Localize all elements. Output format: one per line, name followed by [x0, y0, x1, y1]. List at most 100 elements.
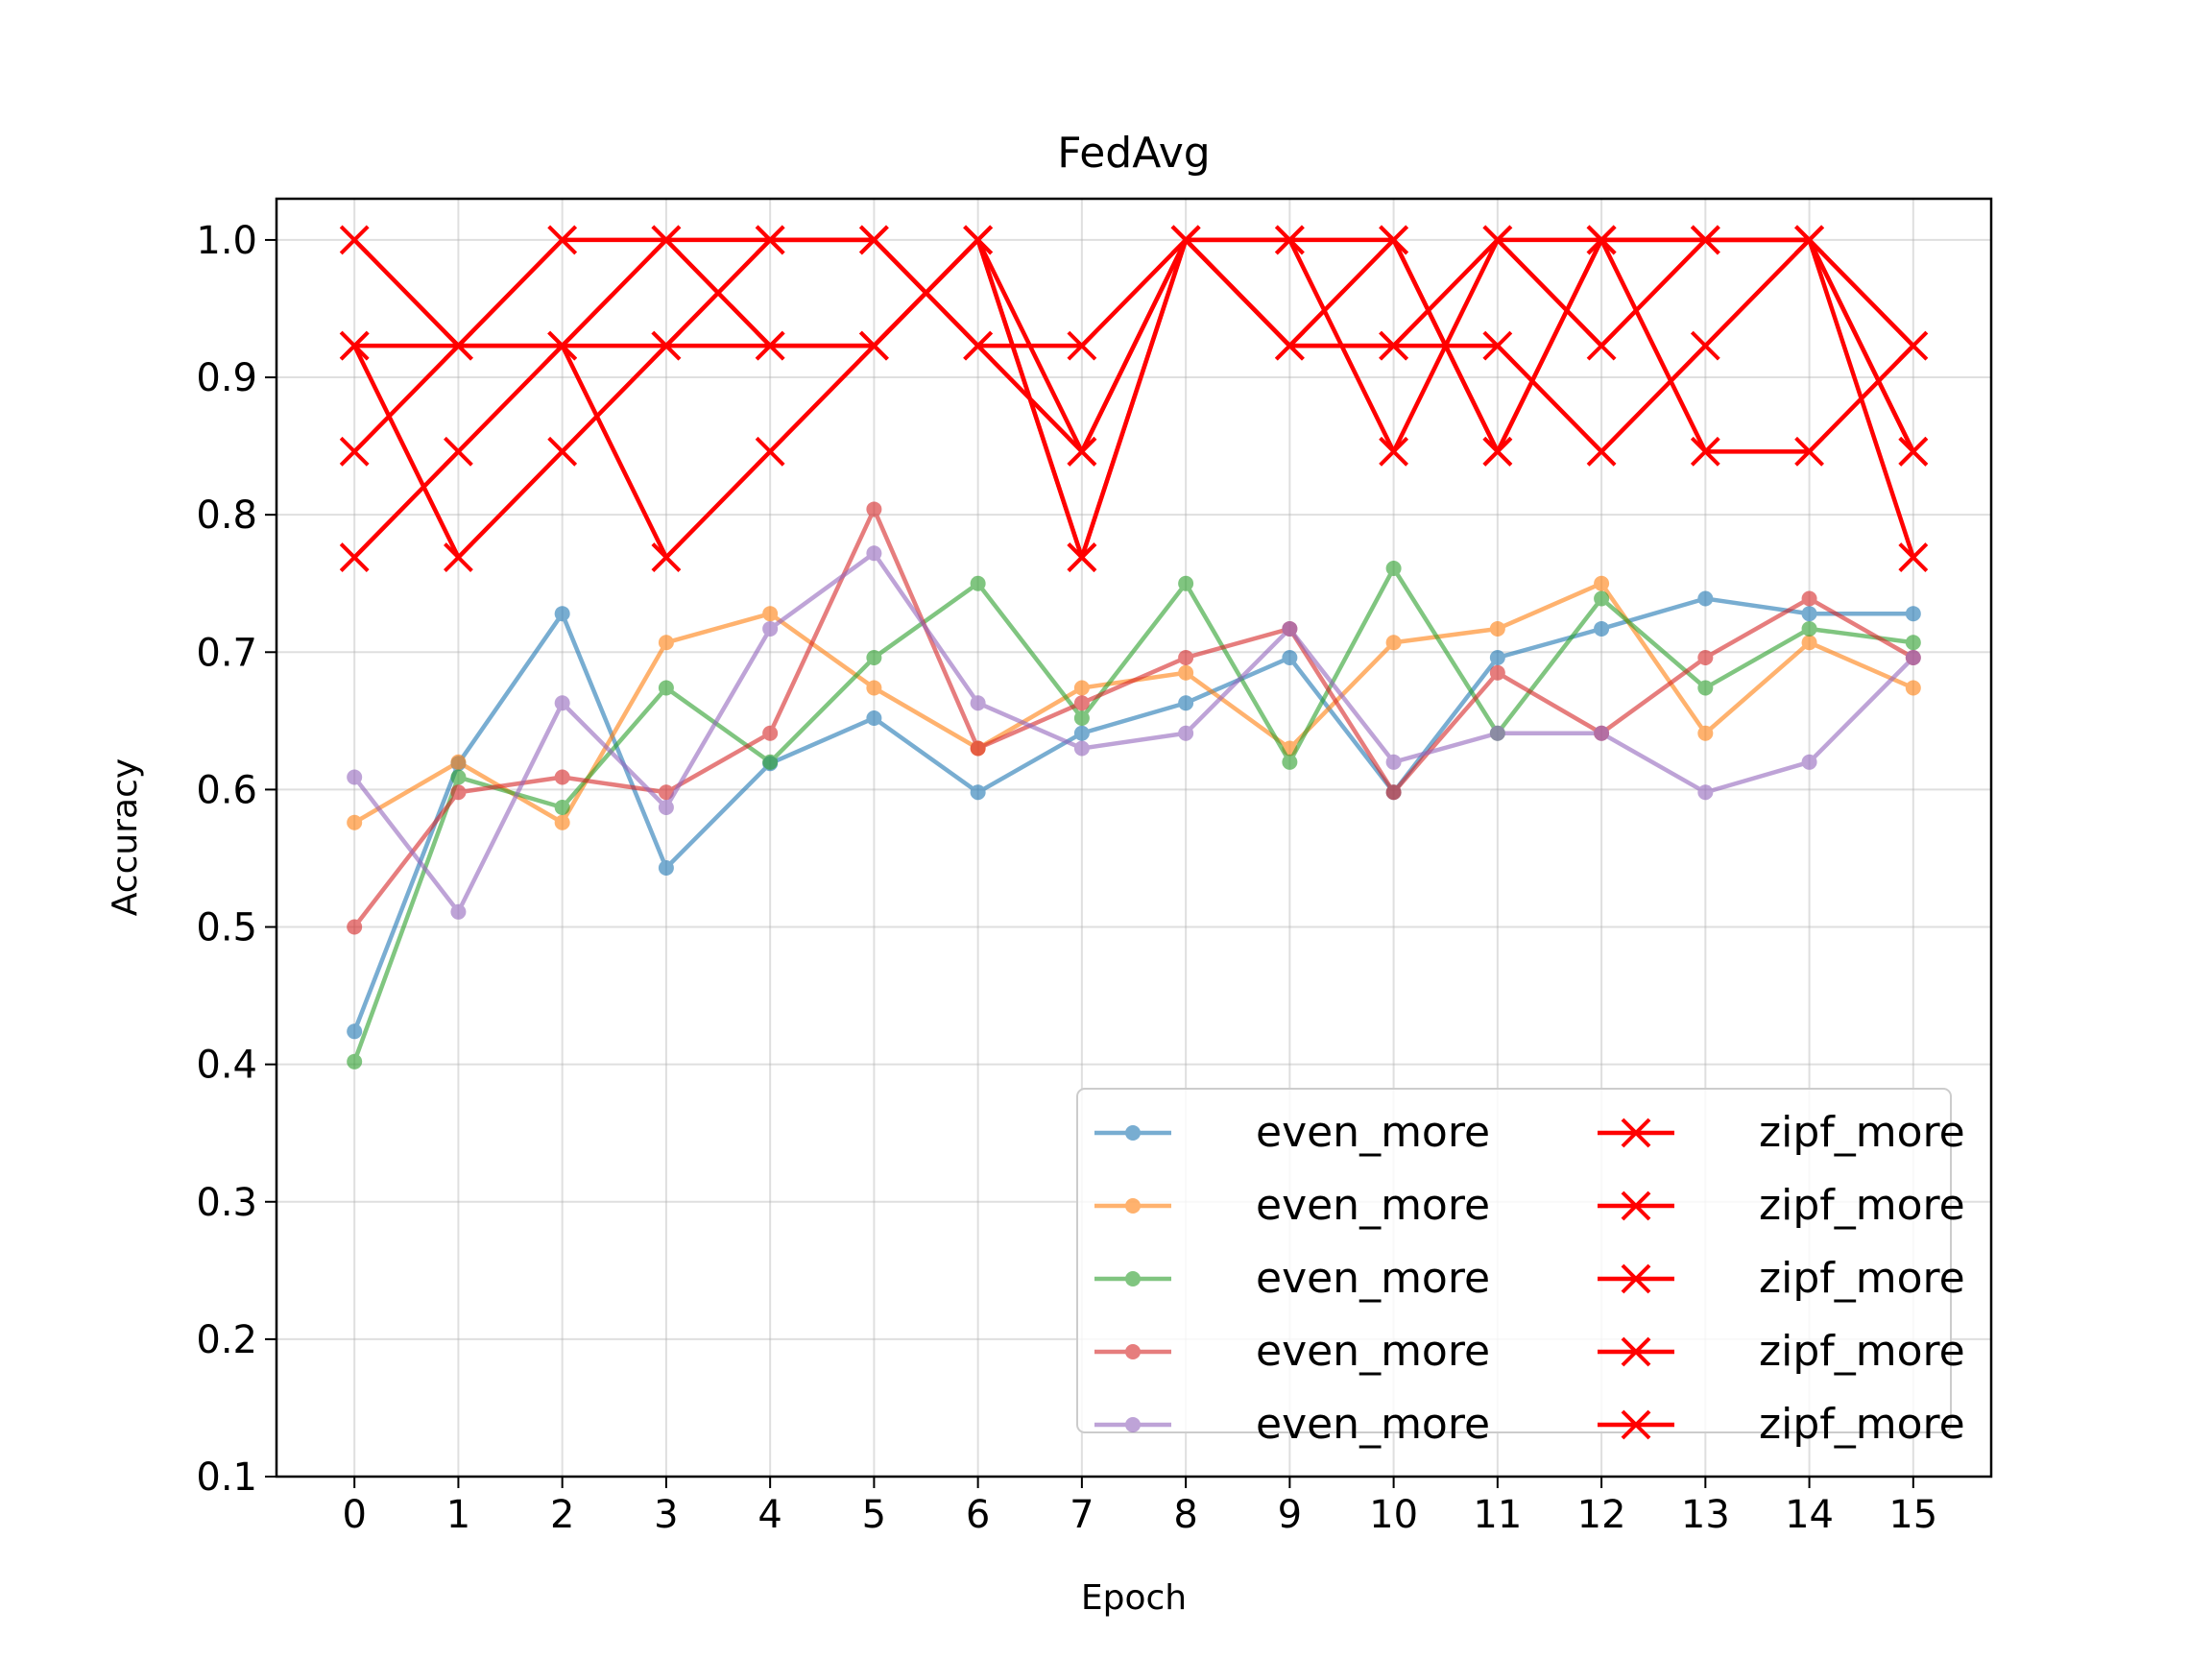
data-point	[1067, 542, 1097, 572]
series-line	[352, 507, 1914, 928]
legend-marker	[1125, 1125, 1141, 1141]
data-point	[1594, 575, 1610, 591]
data-point	[1385, 784, 1402, 801]
data-point	[866, 501, 882, 517]
legend-marker	[1621, 1336, 1651, 1367]
data-point	[755, 225, 785, 255]
legend-box	[1076, 1088, 1952, 1433]
data-point	[651, 542, 682, 572]
data-point	[1801, 754, 1817, 770]
legend-marker	[1125, 1344, 1141, 1359]
series-line	[352, 237, 1915, 560]
data-point	[347, 1053, 363, 1070]
y-axis-label: Accuracy	[106, 758, 145, 916]
data-point	[866, 650, 882, 666]
data-point	[1586, 330, 1617, 361]
x-axis-label: Epoch	[1081, 1578, 1187, 1618]
legend-swatch	[1094, 1271, 1171, 1286]
series-group	[339, 225, 1929, 1070]
legend-swatch	[1598, 1118, 1674, 1148]
legend-label: even_more	[1256, 1400, 1490, 1449]
data-point	[1379, 330, 1409, 361]
legend-swatch	[1094, 1125, 1171, 1141]
plot-frame	[275, 197, 1993, 1479]
data-point	[1073, 740, 1090, 757]
x-tick-label: 12	[1577, 1493, 1626, 1537]
data-point	[1697, 590, 1714, 607]
data-point	[1801, 590, 1817, 607]
legend-label: zipf_more	[1759, 1181, 1965, 1230]
data-point	[1274, 225, 1305, 255]
data-point	[858, 330, 889, 361]
axes: 0 1 2 3 4 5 6 7 8 9 10 11 12 13 14 150.10.20.30.40.50.6…	[196, 219, 1937, 1537]
x-tick-label: 5	[862, 1493, 886, 1537]
x-tick-label: 14	[1785, 1493, 1834, 1537]
data-point	[658, 800, 674, 816]
series-5	[347, 545, 1921, 920]
legend-swatch	[1094, 1417, 1171, 1432]
data-point	[1274, 330, 1305, 361]
data-point	[762, 620, 779, 637]
data-point	[963, 225, 994, 255]
data-point	[1067, 330, 1097, 361]
data-point	[651, 330, 682, 361]
data-point	[658, 635, 674, 651]
series-line	[352, 550, 1915, 915]
series-line	[352, 237, 1915, 560]
data-point	[755, 330, 785, 361]
legend-marker	[1621, 1118, 1651, 1148]
data-point	[762, 606, 779, 622]
data-point	[444, 436, 473, 467]
legend-label: even_more	[1256, 1108, 1490, 1157]
x-tick-label: 1	[446, 1493, 470, 1537]
data-point	[1586, 225, 1617, 255]
legend-label: zipf_more	[1759, 1254, 1965, 1303]
data-point	[1898, 436, 1929, 467]
data-point	[1073, 695, 1090, 711]
data-point	[547, 225, 578, 255]
data-point	[658, 859, 674, 876]
data-point	[1073, 680, 1090, 696]
x-tick-label: 11	[1473, 1493, 1522, 1537]
data-point	[1594, 590, 1610, 607]
data-point	[347, 769, 363, 785]
x-tick-label: 8	[1173, 1493, 1197, 1537]
data-point	[1489, 620, 1505, 637]
data-point	[1794, 225, 1824, 255]
data-point	[755, 436, 785, 467]
legend-item: zipf_more	[1598, 1327, 1965, 1376]
x-tick-label: 3	[654, 1493, 678, 1537]
series-10	[339, 225, 1929, 467]
legend-item: even_more	[1094, 1400, 1490, 1449]
data-point	[970, 740, 986, 757]
data-point	[1178, 695, 1194, 711]
y-tick-label: 0.2	[196, 1318, 257, 1362]
data-point	[1905, 650, 1921, 666]
data-point	[970, 575, 986, 591]
data-point	[347, 1023, 363, 1040]
legend-marker	[1125, 1198, 1141, 1214]
legend-marker	[1621, 1409, 1651, 1440]
data-point	[1801, 620, 1817, 637]
data-point	[1690, 436, 1720, 467]
data-point	[1905, 606, 1921, 622]
legend-item: zipf_more	[1598, 1181, 1965, 1230]
y-tick-label: 1.0	[196, 219, 257, 263]
legend-swatch	[1094, 1344, 1171, 1359]
data-point	[1282, 650, 1298, 666]
data-point	[1178, 650, 1194, 666]
data-point	[444, 542, 473, 572]
legend: even_moreeven_moreeven_moreeven_moreeven…	[1076, 1088, 1965, 1449]
data-point	[339, 225, 370, 255]
series-line	[352, 565, 1914, 1063]
y-tick-label: 0.8	[196, 493, 257, 538]
data-point	[1482, 436, 1513, 467]
data-point	[1697, 680, 1714, 696]
legend-label: zipf_more	[1759, 1400, 1965, 1449]
x-tick-label: 6	[966, 1493, 990, 1537]
y-tick-label: 0.5	[196, 906, 257, 950]
data-point	[1379, 436, 1409, 467]
y-tick-label: 0.1	[196, 1455, 257, 1500]
x-tick-label: 15	[1888, 1493, 1937, 1537]
data-point	[1690, 225, 1720, 255]
